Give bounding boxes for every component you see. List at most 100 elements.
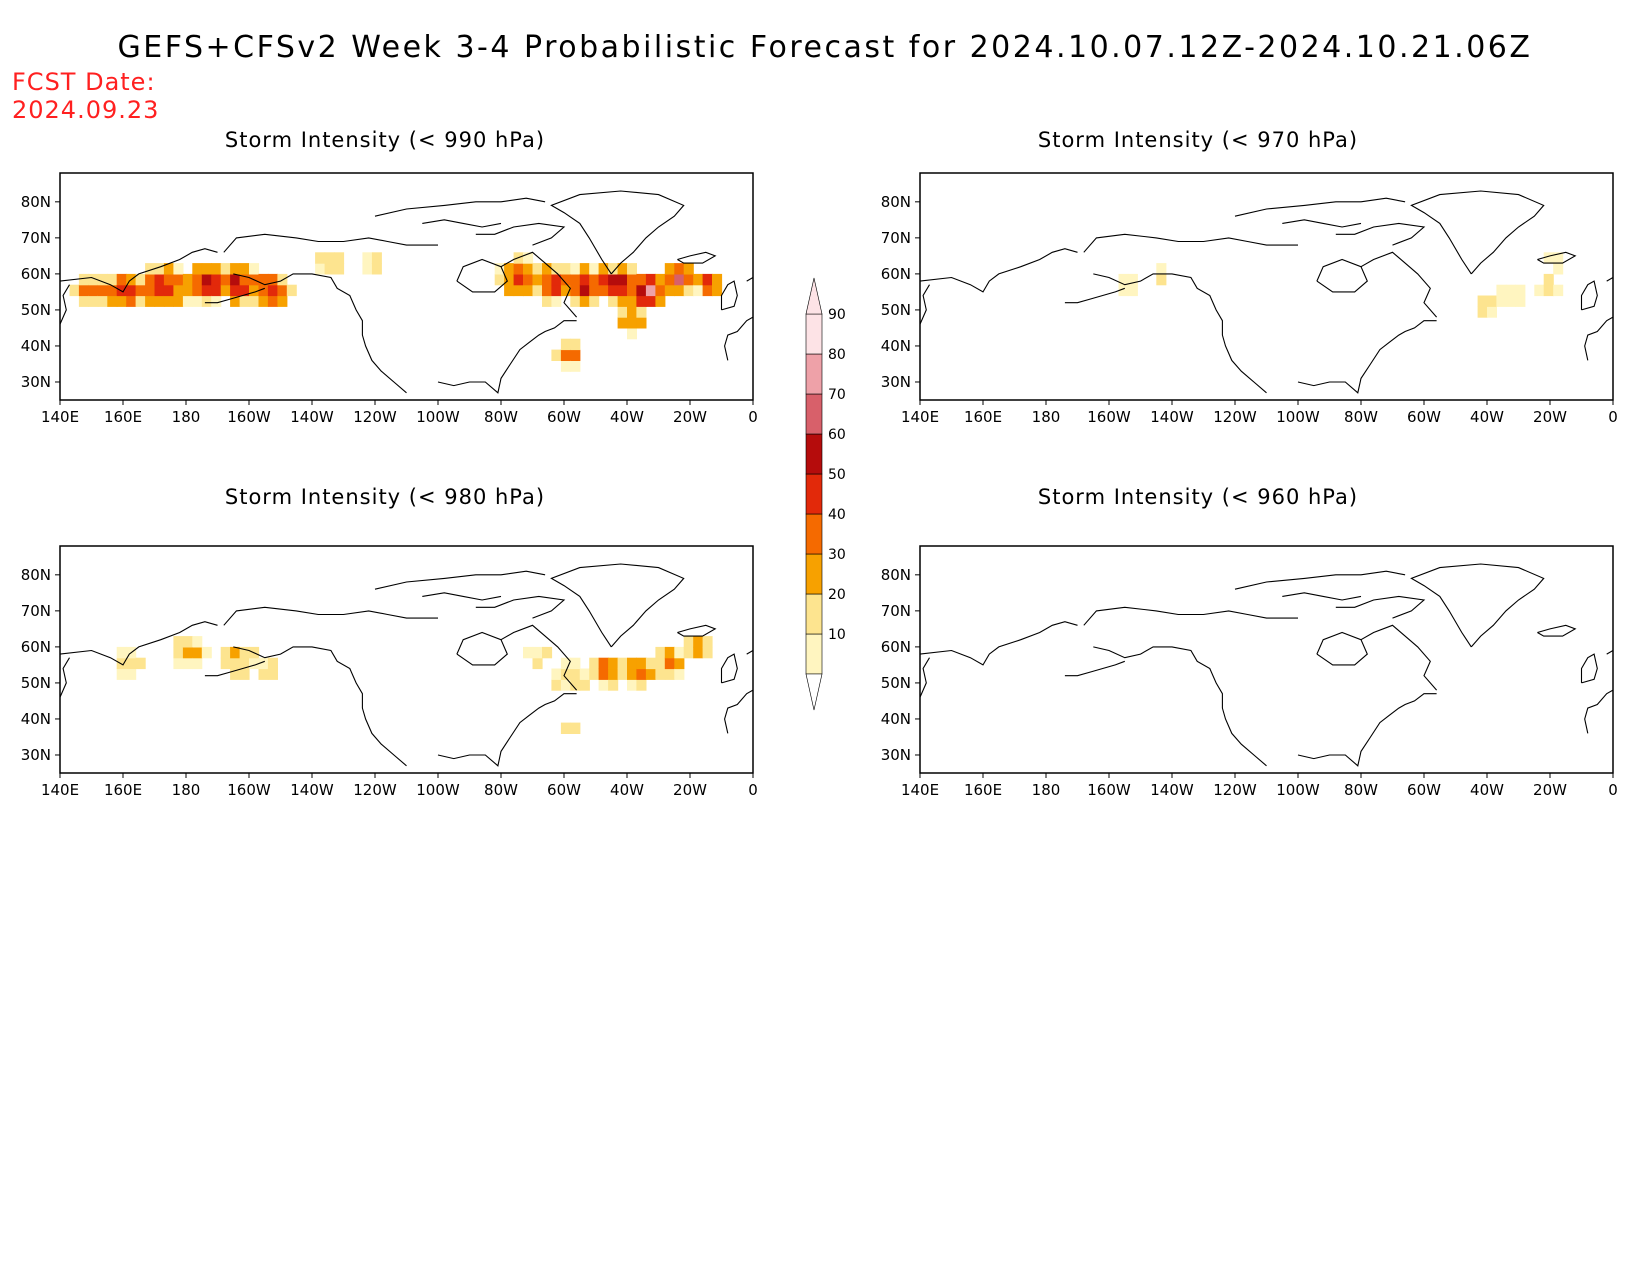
coastline [437,693,577,767]
fcst-date: 2024.09.23 [12,96,160,124]
prob-cell [211,295,222,307]
prob-cell [655,295,666,307]
prob-cell [560,273,571,286]
prob-cell [145,295,156,307]
lat-tick-label: 70N [881,602,911,620]
coastlines [60,190,753,394]
lat-tick-label: 60N [881,638,911,656]
coastline [437,320,577,394]
prob-cell [163,284,174,297]
prob-cell [693,284,704,297]
coastline [1335,595,1426,619]
lat-tick-label: 50N [21,674,51,692]
prob-cell [182,284,193,297]
prob-cell [532,284,543,297]
coastline [60,621,218,666]
prob-cell [551,263,562,275]
prob-cell [192,284,203,297]
lon-tick-label: 140E [901,781,939,799]
coastline [204,660,265,677]
coastline [1537,251,1577,264]
prob-cell [598,284,609,297]
prob-cell [542,646,553,659]
lat-tick-label: 80N [21,193,51,211]
prob-cell [97,273,108,286]
prob-cell [636,668,647,680]
lat-tick-label: 80N [881,193,911,211]
colorbar-label: 10 [828,627,846,643]
lat-tick-label: 80N [21,566,51,584]
panel-title-970: Storm Intensity (< 970 hPa) [1037,128,1359,152]
prob-cell [163,263,174,275]
prob-cell [277,295,288,307]
lat-tick-label: 50N [881,301,911,319]
coastline [204,287,265,304]
coastline [1282,592,1362,601]
prob-cell [1118,284,1129,297]
prob-cell [570,284,581,297]
prob-cell [608,657,619,670]
prob-cell [249,657,260,670]
lon-tick-label: 140E [901,408,939,426]
prob-cell [627,284,637,297]
prob-cell [182,273,193,286]
prob-cell [617,317,628,329]
prob-cell [126,295,137,307]
prob-cell [608,284,619,297]
prob-cell [560,657,571,670]
colorbar-label: 20 [828,587,846,603]
prob-cell [504,263,515,275]
prob-cell [664,263,675,275]
prob-cell [154,263,165,275]
lon-tick-label: 160W [1087,781,1131,799]
prob-cell [655,668,666,680]
prob-cell [1487,295,1497,307]
coastline [1297,693,1437,767]
prob-cell [627,295,637,307]
coastline [1064,660,1125,677]
prob-cell [173,263,184,275]
map-panel-p980: 140E 160E 180 160W 140W 120W 100W 80W 60W 40W 20W 0… [21,545,758,799]
prob-cell [645,295,656,307]
prob-cell [145,273,156,286]
prob-cell [1156,273,1167,286]
prob-cell [192,657,203,670]
colorbar-swatch [805,353,823,395]
prob-cell [126,668,137,680]
prob-cell [712,284,723,297]
prob-cell [78,284,89,297]
lon-tick-label: 80W [1344,781,1378,799]
lon-tick-label: 120W [353,781,397,799]
prob-cell [1543,284,1554,297]
lon-tick-label: 120W [353,408,397,426]
prob-cell [702,646,713,659]
prob-cell [1496,295,1507,307]
prob-cell [334,252,345,264]
prob-cell [1543,273,1554,286]
prob-cell [532,273,543,286]
prob-cell [135,295,146,307]
lat-tick-label: 50N [21,301,51,319]
prob-cell [560,722,571,734]
prob-cell [655,273,666,286]
coastline [1360,251,1438,318]
colorbar-label: 50 [828,467,846,483]
prob-cell [523,284,534,297]
coastline [422,592,502,601]
prob-cell [230,284,241,297]
coastline [724,316,753,361]
prob-cell [523,252,534,264]
lat-tick-label: 30N [881,373,911,391]
coastline [1234,570,1406,590]
prob-cell [560,338,571,351]
prob-cell [145,284,156,297]
prob-cell [277,284,288,297]
prob-cell [589,273,600,286]
prob-cell [107,284,118,297]
lon-tick-label: 40W [610,408,644,426]
prob-cell [173,657,184,670]
lon-tick-label: 20W [673,408,707,426]
lon-tick-label: 0 [1608,408,1618,426]
coastline [1410,563,1545,648]
prob-cell [608,668,619,680]
